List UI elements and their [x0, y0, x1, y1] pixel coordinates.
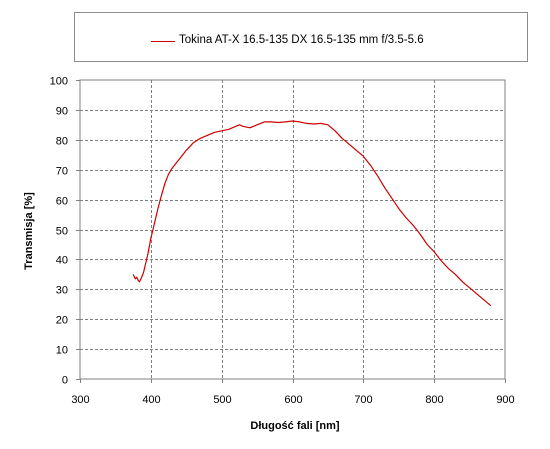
legend-label: Tokina AT-X 16.5-135 DX 16.5-135 mm f/3.… — [179, 34, 424, 46]
y-tick-label: 60 — [56, 196, 68, 208]
y-tick-label: 70 — [56, 166, 68, 178]
x-tick-label: 300 — [71, 394, 89, 406]
y-tick-label: 20 — [56, 315, 68, 327]
y-tick-label: 80 — [56, 136, 68, 148]
x-tick-label: 600 — [284, 394, 302, 406]
y-axis-title: Transmisja [%] — [23, 192, 35, 270]
x-tick-label: 800 — [425, 394, 443, 406]
x-tick-label: 900 — [496, 394, 514, 406]
y-tick-label: 30 — [56, 285, 68, 297]
plot-area-border — [79, 79, 506, 380]
y-tick-label: 100 — [50, 76, 68, 88]
x-tick-label: 500 — [213, 394, 231, 406]
x-tick-label: 400 — [142, 394, 160, 406]
y-tick-label: 50 — [56, 226, 68, 238]
x-tick-label: 700 — [354, 394, 372, 406]
x-axis-title: Długość fali [nm] — [250, 420, 340, 432]
legend-line-swatch — [151, 41, 175, 42]
series-line — [132, 120, 492, 307]
y-tick-label: 10 — [56, 345, 68, 357]
y-tick-label: 0 — [62, 375, 68, 387]
y-tick-label: 90 — [56, 106, 68, 118]
legend: Tokina AT-X 16.5-135 DX 16.5-135 mm f/3.… — [74, 12, 528, 62]
y-tick-label: 40 — [56, 255, 68, 267]
